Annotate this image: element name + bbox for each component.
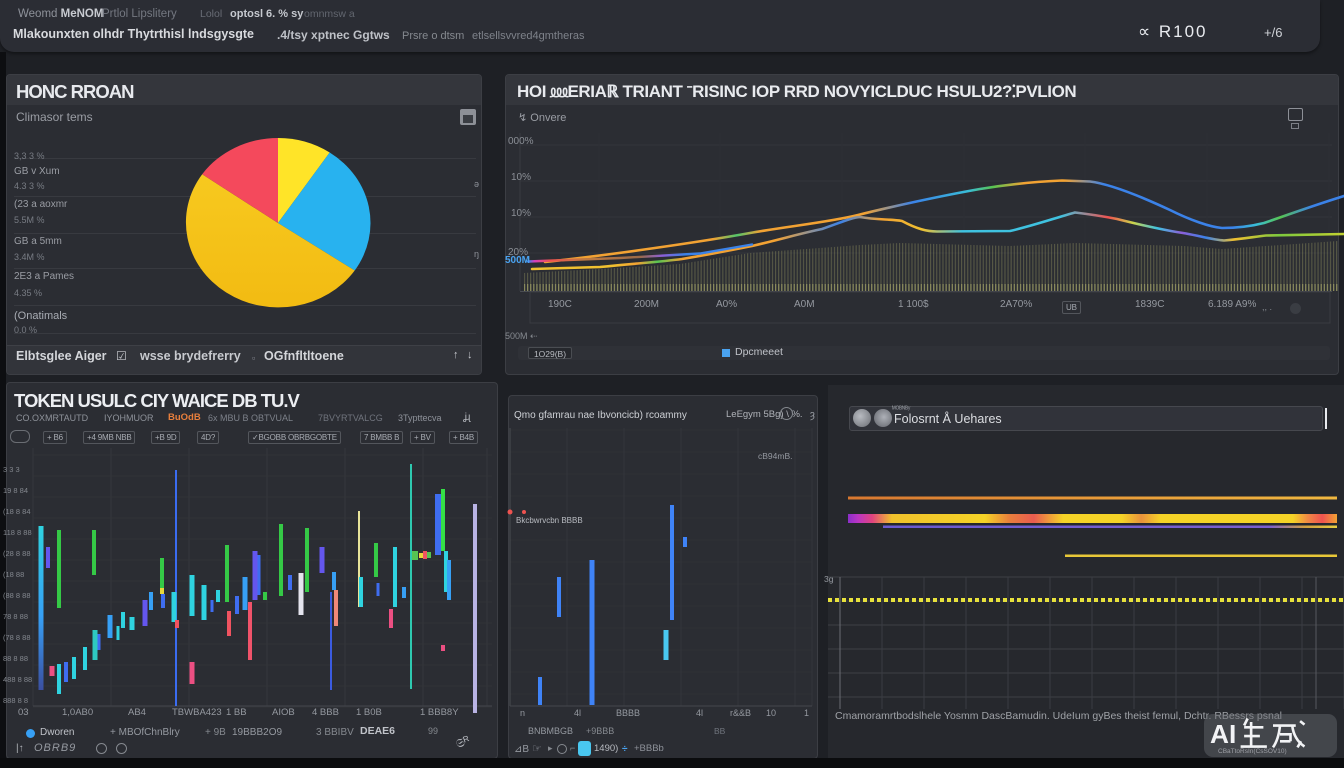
- svg-text:AI: AI: [1210, 719, 1236, 749]
